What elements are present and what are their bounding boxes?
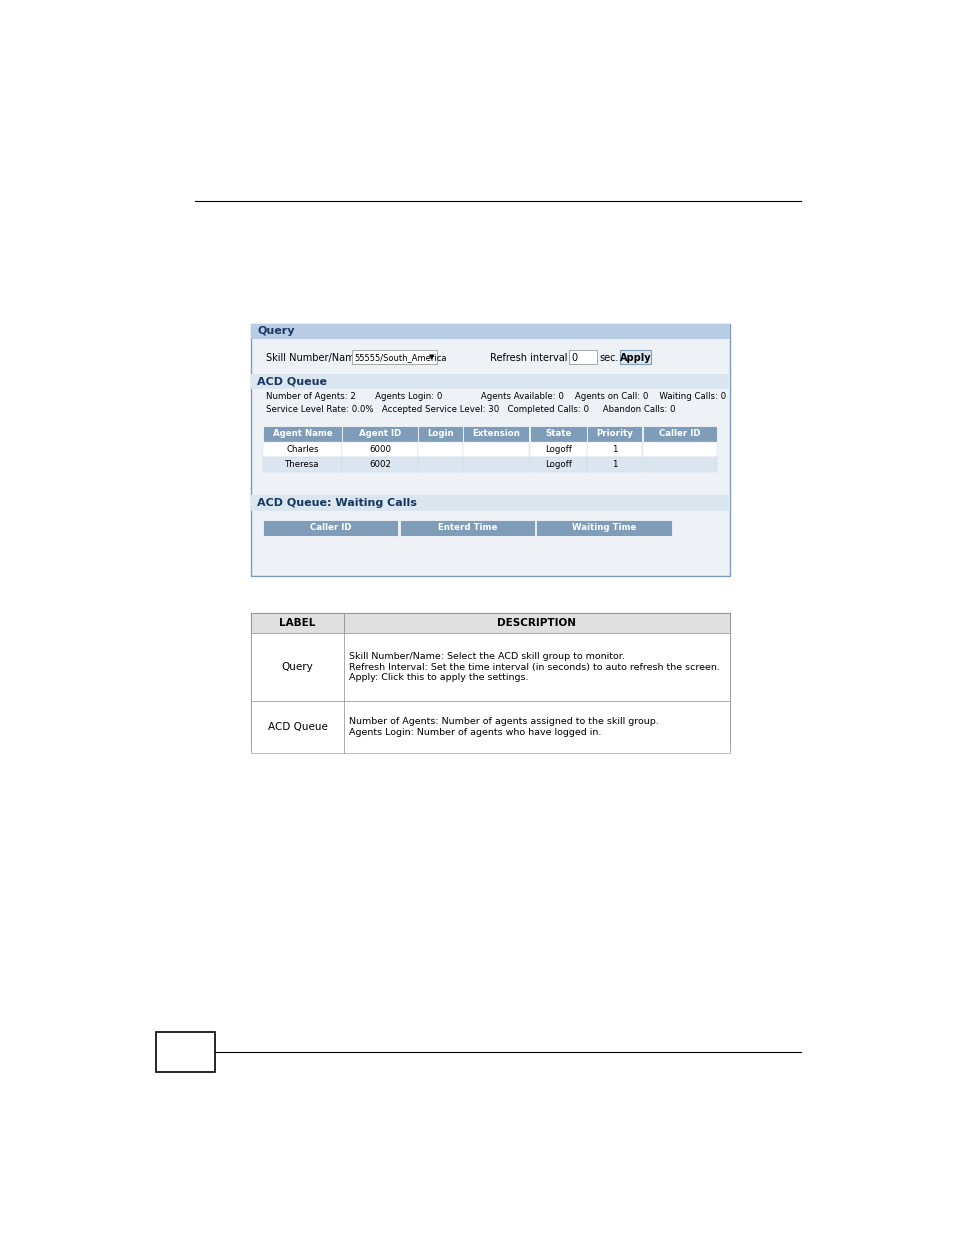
FancyBboxPatch shape <box>463 426 529 442</box>
FancyBboxPatch shape <box>251 324 729 340</box>
FancyBboxPatch shape <box>342 442 417 457</box>
FancyBboxPatch shape <box>342 426 417 442</box>
Text: Query: Query <box>281 662 313 672</box>
FancyBboxPatch shape <box>530 442 586 457</box>
FancyBboxPatch shape <box>251 324 729 577</box>
FancyBboxPatch shape <box>342 457 417 472</box>
FancyBboxPatch shape <box>251 495 729 511</box>
Text: Service Level Rate: 0.0%   Accepted Service Level: 30   Completed Calls: 0     A: Service Level Rate: 0.0% Accepted Servic… <box>266 405 676 414</box>
FancyBboxPatch shape <box>251 614 344 634</box>
Text: Logoff: Logoff <box>544 461 571 469</box>
Text: 6000: 6000 <box>369 445 391 453</box>
Text: Login: Login <box>427 430 454 438</box>
FancyBboxPatch shape <box>530 457 586 472</box>
Text: Skill Number/Name: Select the ACD skill group to monitor.
Refresh Interval: Set : Skill Number/Name: Select the ACD skill … <box>348 652 719 682</box>
FancyBboxPatch shape <box>251 374 729 389</box>
Text: ▼: ▼ <box>428 354 434 361</box>
FancyBboxPatch shape <box>642 442 716 457</box>
Text: Enterd Time: Enterd Time <box>437 524 497 532</box>
Text: 55555/South_America: 55555/South_America <box>355 353 447 362</box>
Text: sec.: sec. <box>599 353 618 363</box>
FancyBboxPatch shape <box>263 426 341 442</box>
FancyBboxPatch shape <box>156 1032 215 1072</box>
Text: LABEL: LABEL <box>279 619 315 629</box>
FancyBboxPatch shape <box>344 701 729 752</box>
FancyBboxPatch shape <box>642 457 716 472</box>
Text: Priority: Priority <box>596 430 633 438</box>
Text: Agent Name: Agent Name <box>273 430 332 438</box>
Text: Number of Agents: 2       Agents Login: 0              Agents Available: 0    Ag: Number of Agents: 2 Agents Login: 0 Agen… <box>266 393 726 401</box>
FancyBboxPatch shape <box>418 426 462 442</box>
Text: Charles: Charles <box>286 445 318 453</box>
Text: Waiting Time: Waiting Time <box>571 524 636 532</box>
Text: Logoff: Logoff <box>544 445 571 453</box>
FancyBboxPatch shape <box>263 442 341 457</box>
FancyBboxPatch shape <box>587 442 641 457</box>
Text: Skill Number/Name :: Skill Number/Name : <box>266 353 367 363</box>
Text: Query: Query <box>257 326 294 336</box>
FancyBboxPatch shape <box>587 457 641 472</box>
Text: 1: 1 <box>612 461 617 469</box>
Text: State: State <box>544 430 571 438</box>
FancyBboxPatch shape <box>418 457 462 472</box>
Text: ACD Queue: ACD Queue <box>257 377 327 387</box>
FancyBboxPatch shape <box>263 520 397 536</box>
FancyBboxPatch shape <box>251 701 344 752</box>
FancyBboxPatch shape <box>418 442 462 457</box>
Text: Caller ID: Caller ID <box>659 430 700 438</box>
Text: 1: 1 <box>612 445 617 453</box>
FancyBboxPatch shape <box>344 634 729 701</box>
Text: ACD Queue: Waiting Calls: ACD Queue: Waiting Calls <box>257 498 416 508</box>
FancyBboxPatch shape <box>463 442 529 457</box>
Text: ACD Queue: ACD Queue <box>267 721 327 732</box>
FancyBboxPatch shape <box>352 350 436 364</box>
FancyBboxPatch shape <box>530 426 586 442</box>
Text: DESCRIPTION: DESCRIPTION <box>497 619 576 629</box>
FancyBboxPatch shape <box>642 426 716 442</box>
FancyBboxPatch shape <box>619 350 650 364</box>
FancyBboxPatch shape <box>251 634 344 701</box>
FancyBboxPatch shape <box>587 426 641 442</box>
Text: Caller ID: Caller ID <box>310 524 352 532</box>
Text: Number of Agents: Number of agents assigned to the skill group.
Agents Login: Nu: Number of Agents: Number of agents assig… <box>348 718 658 736</box>
FancyBboxPatch shape <box>263 457 341 472</box>
FancyBboxPatch shape <box>344 614 729 634</box>
Text: Apply: Apply <box>618 353 651 363</box>
FancyBboxPatch shape <box>251 614 729 751</box>
FancyBboxPatch shape <box>463 457 529 472</box>
Text: Extension: Extension <box>472 430 519 438</box>
Text: Agent ID: Agent ID <box>358 430 401 438</box>
FancyBboxPatch shape <box>536 520 671 536</box>
Text: 6002: 6002 <box>369 461 391 469</box>
FancyBboxPatch shape <box>568 350 596 364</box>
FancyBboxPatch shape <box>399 520 535 536</box>
Text: Refresh interval :: Refresh interval : <box>489 353 573 363</box>
Text: 0: 0 <box>571 353 577 363</box>
Text: Theresa: Theresa <box>285 461 319 469</box>
